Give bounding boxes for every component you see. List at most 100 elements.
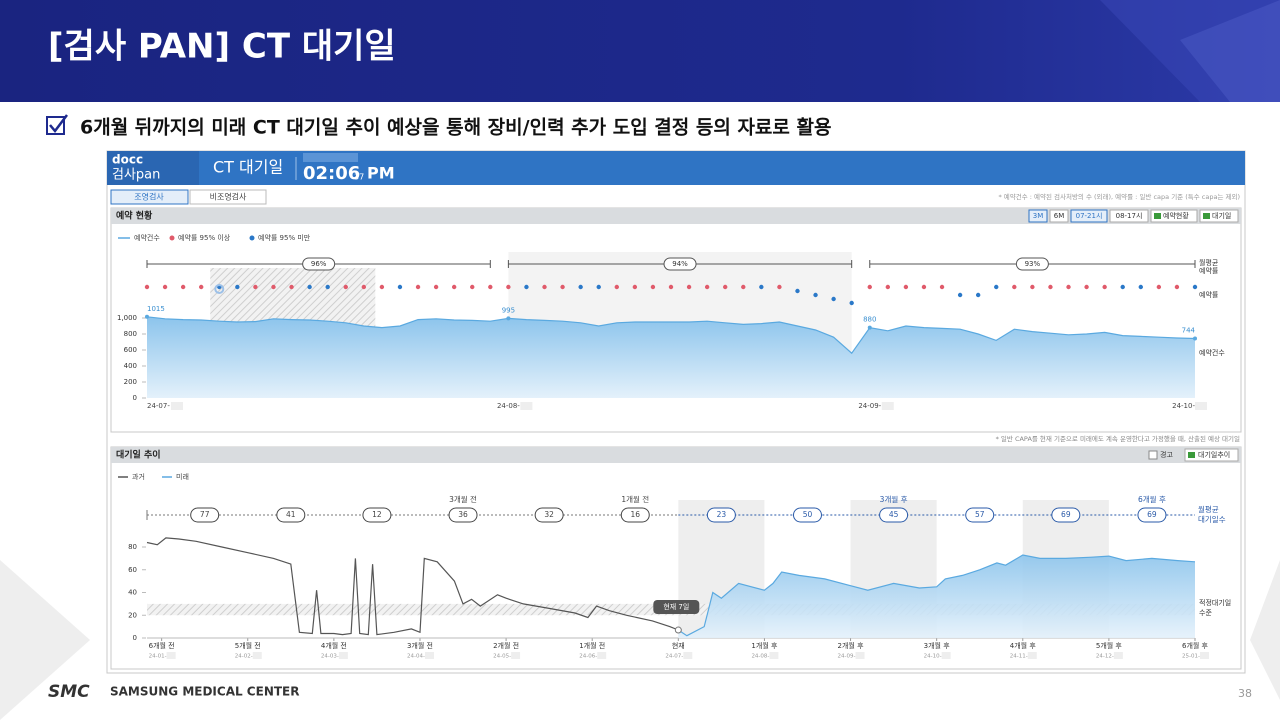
y-tick-label: 0 xyxy=(133,634,137,642)
tab-label[interactable]: 비조영검사 xyxy=(210,192,247,202)
value-label: 744 xyxy=(1182,326,1196,334)
rate-dot xyxy=(795,288,800,294)
button-label[interactable]: 대기일추이 xyxy=(1198,450,1230,459)
avg-bubble xyxy=(965,507,995,523)
note: * 예약건수 : 예약된 검사처방의 수 (외래), 예약률 : 일반 capa… xyxy=(998,192,1240,201)
avg-bubble xyxy=(276,507,306,523)
logo-bottom: 검사pan xyxy=(112,168,160,183)
rate-dot xyxy=(777,284,782,290)
x-tick-date: 24-05- xyxy=(493,654,511,660)
x-tick-label: 24-08- xyxy=(497,402,520,410)
x-tick-date: 24-08- xyxy=(751,654,769,660)
avg-label: 77 xyxy=(200,510,210,519)
button[interactable] xyxy=(1150,209,1198,223)
legend-label: 예약건수 xyxy=(134,233,160,242)
button-label[interactable]: 6M xyxy=(1054,212,1065,220)
bracket-label-box xyxy=(302,257,336,271)
page-number: 38 xyxy=(1238,687,1252,700)
bracket-label: 93% xyxy=(1025,260,1041,268)
masked-date xyxy=(1195,402,1207,410)
rate-dot xyxy=(1138,284,1143,290)
checkbox[interactable] xyxy=(1148,450,1158,460)
avg-bubble xyxy=(792,507,822,523)
avg-label: 69 xyxy=(1147,510,1157,519)
rate-dot xyxy=(451,284,457,290)
button[interactable] xyxy=(1049,209,1069,223)
avg-label: 45 xyxy=(889,510,899,519)
button-label[interactable]: 경고 xyxy=(1160,450,1173,459)
rate-dot xyxy=(1156,284,1162,290)
point xyxy=(506,316,511,321)
tab[interactable] xyxy=(110,189,189,205)
rate-dot xyxy=(975,292,981,298)
x-tick-label: 4개월 후 xyxy=(1010,641,1037,650)
app-topbar xyxy=(107,151,1245,185)
x-tick-label: 1개월 전 xyxy=(579,641,605,650)
rate-dot xyxy=(524,284,529,290)
button-label[interactable]: 08-17시 xyxy=(1116,212,1143,220)
button[interactable] xyxy=(1184,448,1239,462)
rate-dot xyxy=(560,284,565,290)
avg-bubble xyxy=(1137,507,1167,523)
rate-dot xyxy=(903,284,909,290)
avg-label: 36 xyxy=(458,510,468,519)
button-label[interactable]: 3M xyxy=(1033,212,1044,220)
rate-dot xyxy=(939,284,945,290)
logo-box xyxy=(107,151,199,185)
bracket-label-box xyxy=(663,257,697,271)
x-tick-label: 2개월 전 xyxy=(493,641,519,650)
rate-dot xyxy=(596,284,601,290)
x-tick-label: 6개월 전 xyxy=(149,641,175,650)
rate-dot xyxy=(199,284,204,290)
header-decoration xyxy=(1180,0,1280,102)
x-tick-date: 24-03- xyxy=(321,654,339,660)
rate-dot xyxy=(1066,284,1071,290)
avg-bubble xyxy=(448,507,478,523)
x-tick-label: 4개월 전 xyxy=(321,641,347,650)
right-label: 예약건수 xyxy=(1199,348,1225,357)
tab-label[interactable]: 조영검사 xyxy=(134,192,164,202)
button-label[interactable]: 대기일 xyxy=(1212,211,1231,220)
line xyxy=(146,537,679,636)
avg-bubble xyxy=(879,507,909,523)
excel-icon xyxy=(1203,213,1210,219)
footer-logo: SMC xyxy=(48,682,90,702)
rate-dot xyxy=(415,284,421,290)
avg-bubble xyxy=(190,507,220,523)
avg-bubble xyxy=(362,507,392,523)
x-tick-date: 24-09- xyxy=(838,654,856,660)
right-label: 예약률 xyxy=(1199,266,1219,275)
side-decoration xyxy=(0,560,90,720)
button[interactable] xyxy=(1070,209,1108,223)
button[interactable] xyxy=(1109,209,1149,223)
y-tick-label: 800 xyxy=(124,330,137,338)
rate-dot xyxy=(650,284,656,290)
rate-dot xyxy=(397,284,403,290)
legend-dot xyxy=(249,235,255,241)
masked-date xyxy=(252,652,262,659)
header-decoration xyxy=(1100,0,1280,102)
rate-dot xyxy=(1084,284,1089,290)
bracket-label-box xyxy=(1015,257,1049,271)
y-tick-label: 1,000 xyxy=(117,314,137,322)
rate-dot xyxy=(723,284,728,290)
point xyxy=(1193,336,1197,341)
x-tick-date: 24-06- xyxy=(579,654,597,660)
masked-date xyxy=(881,402,894,410)
logo-top: docc xyxy=(112,153,143,167)
rate-dot xyxy=(379,284,385,290)
button-label[interactable]: 07-21시 xyxy=(1076,212,1103,220)
tab[interactable] xyxy=(189,189,267,205)
rate-dot xyxy=(849,300,854,306)
rate-dot xyxy=(1174,284,1180,290)
rate-dot xyxy=(289,284,294,290)
right-label: 월평균 xyxy=(1199,258,1219,267)
rate-dot xyxy=(488,284,493,290)
button-label[interactable]: 예약현황 xyxy=(1163,211,1189,220)
y-tick-label: 400 xyxy=(124,362,137,370)
avg-label: 69 xyxy=(1061,510,1071,519)
button[interactable] xyxy=(1028,209,1048,223)
x-tick-label: 24-10- xyxy=(1172,402,1195,410)
masked-date xyxy=(769,652,779,659)
